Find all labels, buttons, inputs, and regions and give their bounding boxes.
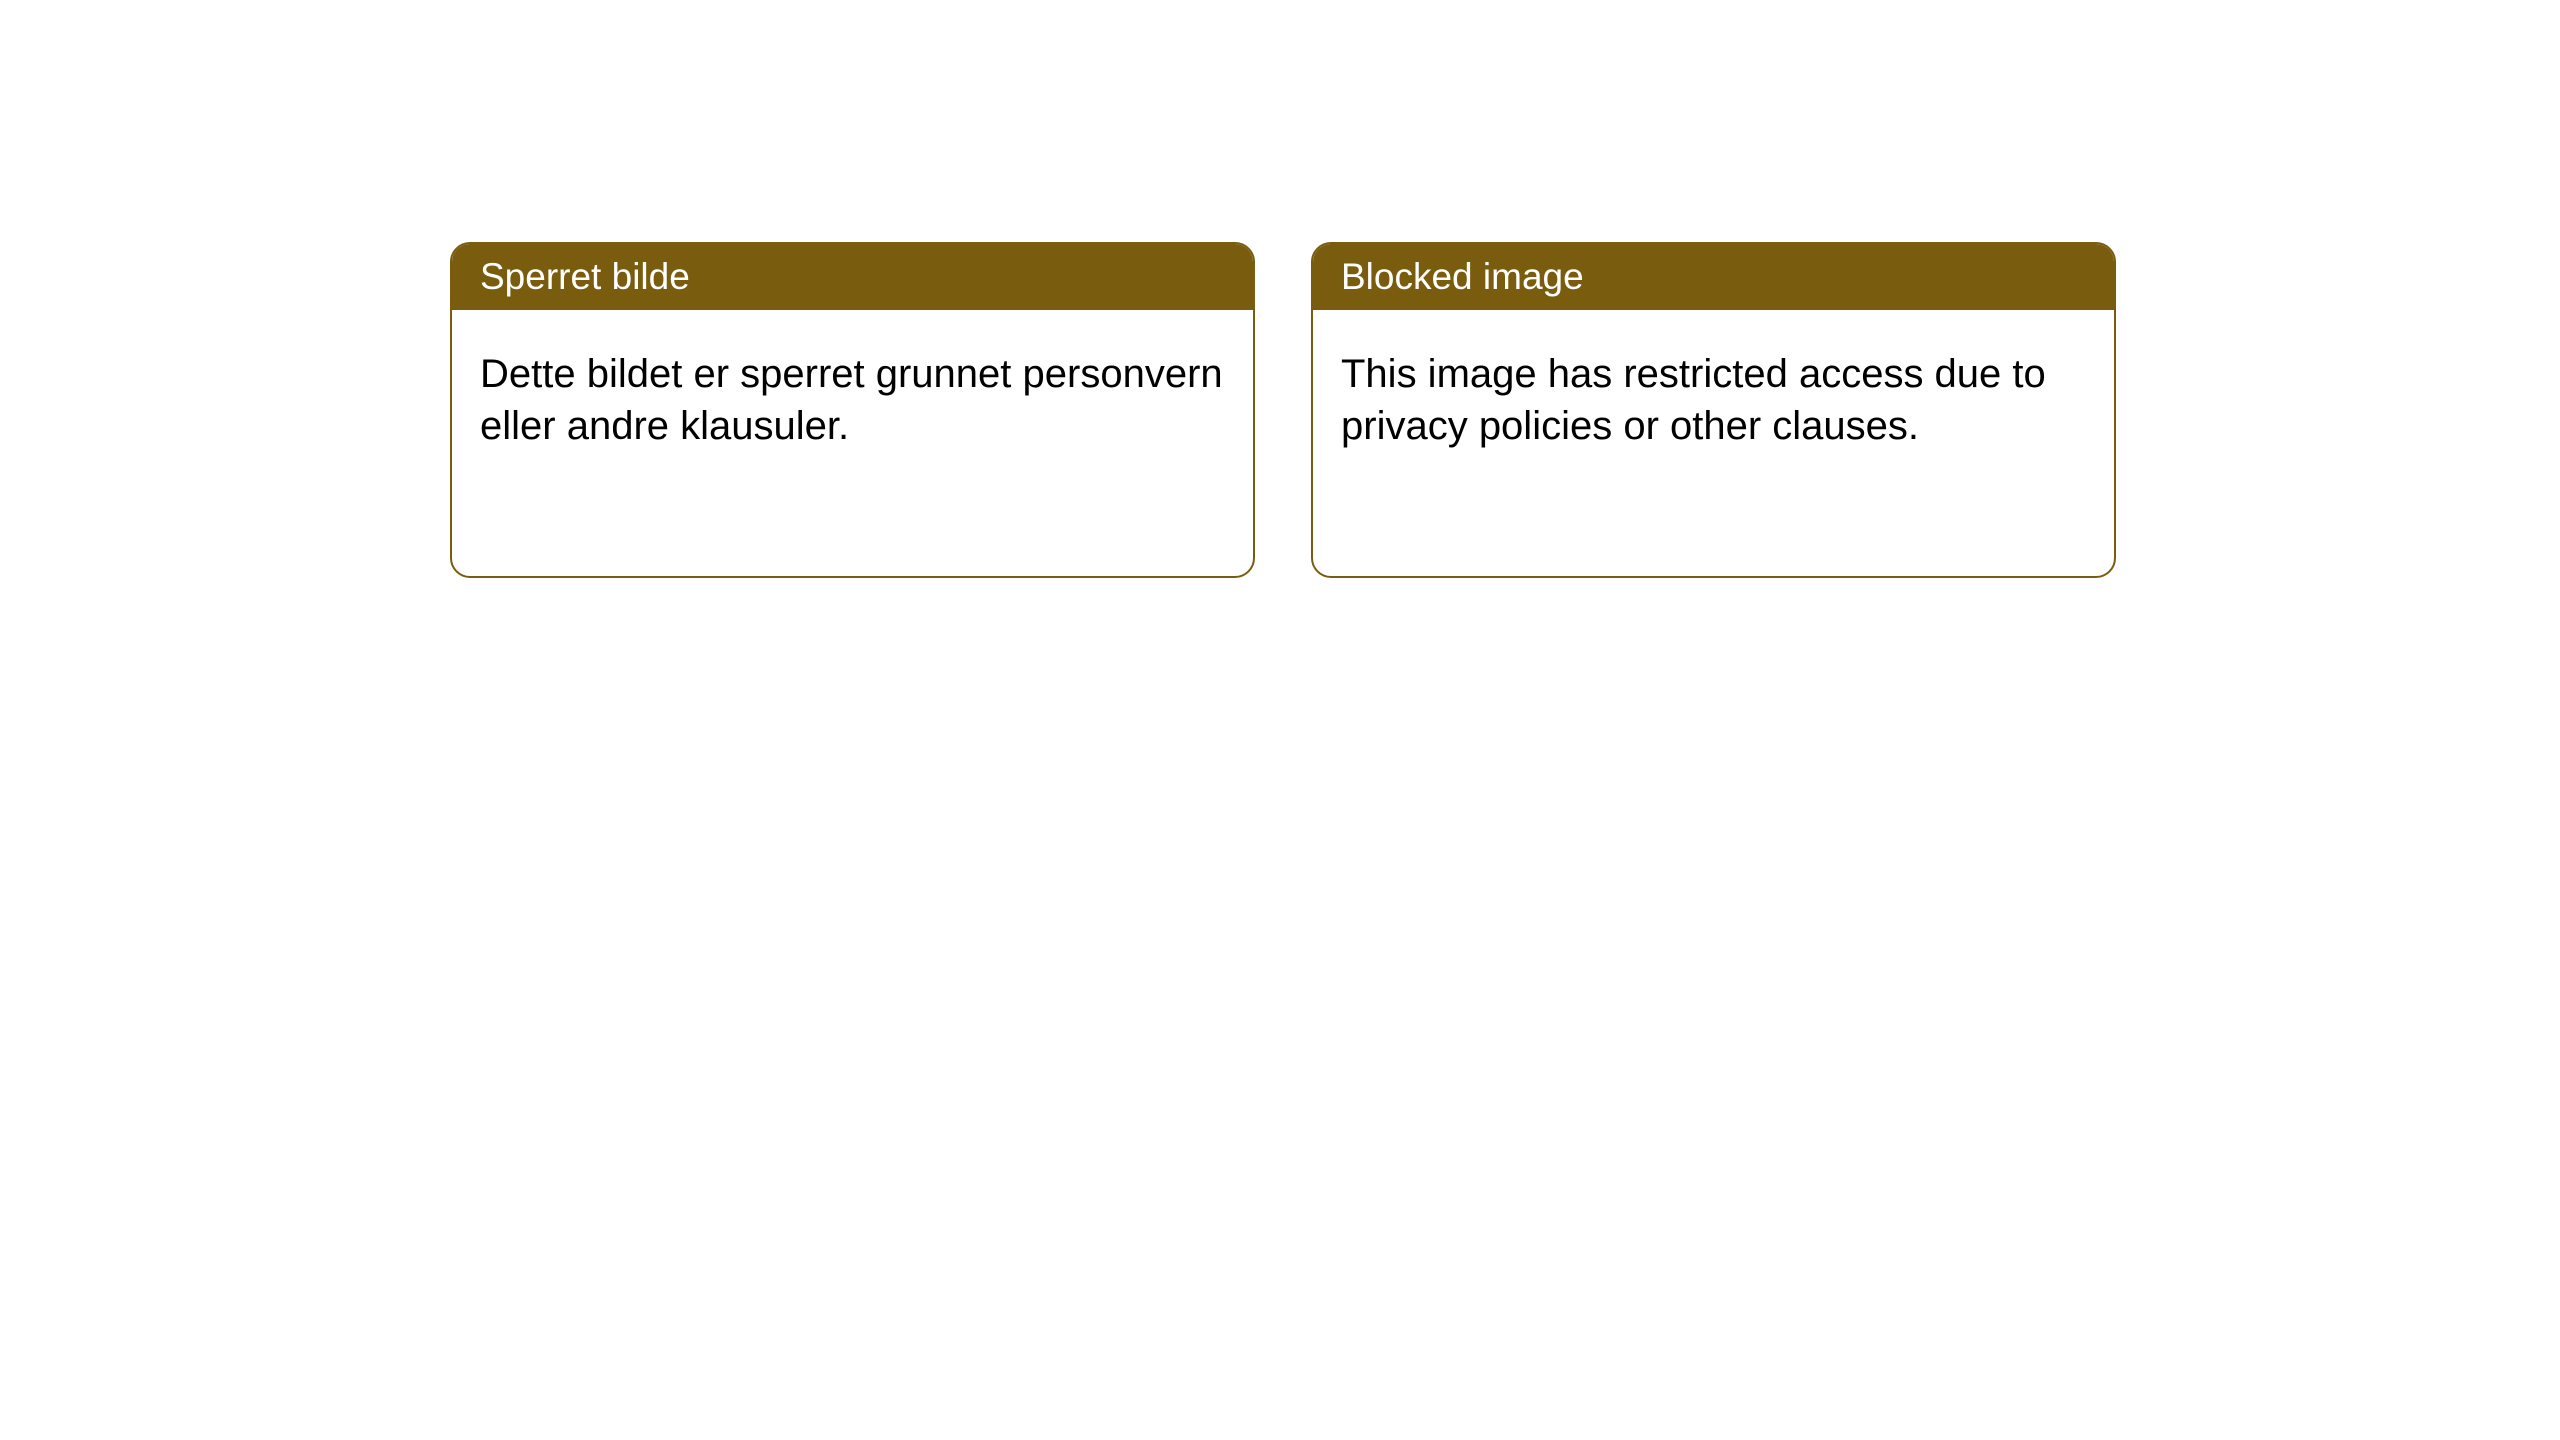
card-header-no: Sperret bilde xyxy=(452,244,1253,310)
blocked-image-card-no: Sperret bilde Dette bildet er sperret gr… xyxy=(450,242,1255,578)
blocked-image-card-en: Blocked image This image has restricted … xyxy=(1311,242,2116,578)
card-body-en: This image has restricted access due to … xyxy=(1313,310,2114,490)
card-header-en: Blocked image xyxy=(1313,244,2114,310)
cards-container: Sperret bilde Dette bildet er sperret gr… xyxy=(0,0,2560,578)
card-body-no: Dette bildet er sperret grunnet personve… xyxy=(452,310,1253,490)
